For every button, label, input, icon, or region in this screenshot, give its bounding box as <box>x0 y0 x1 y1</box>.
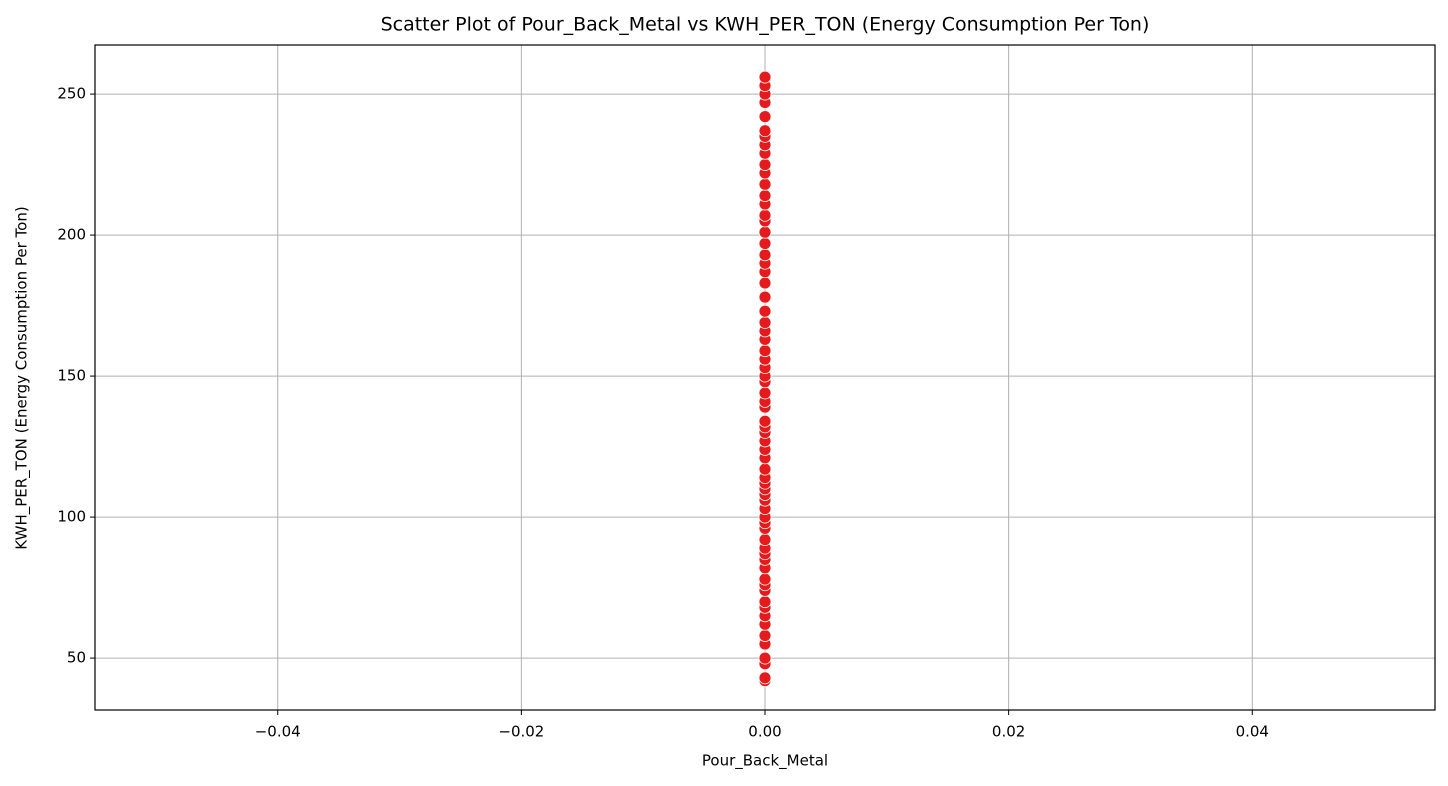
scatter-point <box>758 572 772 586</box>
scatter-point <box>758 344 772 358</box>
scatter-point <box>758 158 772 171</box>
scatter-point <box>758 595 772 609</box>
y-tick-label: 250 <box>57 85 86 103</box>
scatter-point <box>758 70 772 84</box>
scatter-point <box>758 124 772 138</box>
y-tick-label: 200 <box>57 226 86 244</box>
chart-title: Scatter Plot of Pour_Back_Metal vs KWH_P… <box>381 14 1150 36</box>
scatter-point <box>758 414 772 428</box>
y-tick-label: 150 <box>57 367 86 385</box>
y-tick-label: 100 <box>57 508 86 526</box>
scatter-point <box>758 533 772 547</box>
scatter-point <box>758 386 772 400</box>
scatter-point <box>758 671 772 685</box>
y-axis-label: KWH_PER_TON (Energy Consumption Per Ton) <box>13 206 32 549</box>
x-tick-label: 0.04 <box>1236 723 1269 741</box>
scatter-point <box>758 177 772 191</box>
scatter-point <box>758 276 772 290</box>
scatter-point <box>758 290 772 304</box>
x-tick-label: −0.04 <box>255 723 301 741</box>
x-tick-label: 0.02 <box>992 723 1025 741</box>
scatter-point <box>758 237 772 250</box>
x-tick-label: −0.02 <box>498 723 544 741</box>
scatter-point <box>758 248 772 262</box>
scatter-point <box>758 629 772 642</box>
scatter-point <box>758 110 772 124</box>
scatter-point <box>758 189 772 202</box>
scatter-point <box>758 316 772 329</box>
plot-frame <box>94 44 1436 711</box>
scatter-point <box>758 462 772 476</box>
scatter-point <box>758 208 772 222</box>
y-tick-label: 50 <box>67 649 86 667</box>
scatter-point <box>758 651 772 665</box>
scatter-point <box>758 304 772 318</box>
x-tick-label: 0.00 <box>748 723 781 741</box>
x-axis-label: Pour_Back_Metal <box>702 752 828 771</box>
scatter-point <box>758 225 772 239</box>
